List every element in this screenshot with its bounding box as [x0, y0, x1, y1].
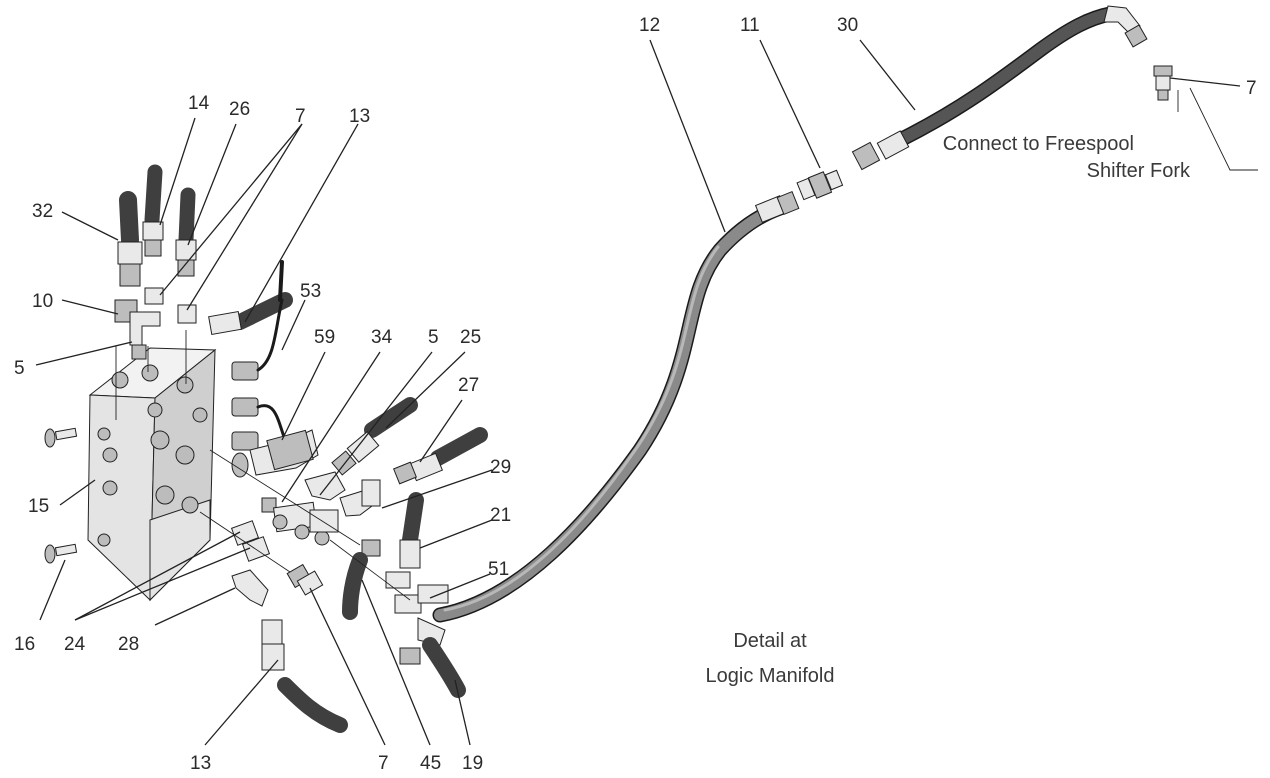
callout-5-right: 5: [428, 327, 439, 348]
fitting-7-lower: [286, 563, 324, 596]
callout-16: 16: [14, 634, 35, 655]
hose-12: [432, 200, 788, 623]
callout-25: 25: [460, 327, 481, 348]
callout-7-top: 7: [1246, 78, 1257, 99]
adapter-11: [796, 169, 844, 201]
hose-14: [142, 164, 164, 257]
hose-21: [399, 492, 424, 569]
hose-27: [393, 427, 488, 485]
elbow-5-right: [304, 471, 346, 501]
callout-45: 45: [420, 753, 441, 774]
fittings-51: [385, 571, 449, 665]
hose-30: [851, 5, 1148, 171]
notes: Connect to Freespool Shifter Fork Detail…: [706, 133, 1191, 687]
note-detail-line1: Detail at: [733, 630, 807, 652]
leader-lines: [35, 39, 1258, 746]
hose-32: [117, 191, 143, 287]
callout-13-lower: 13: [190, 753, 211, 774]
hose-13-lower: [261, 619, 348, 733]
cap-screw-bottom: [44, 543, 78, 564]
callout-7-lower: 7: [378, 753, 389, 774]
fittings-cluster-top: [114, 287, 197, 360]
tee-29: [339, 479, 381, 557]
callout-19: 19: [462, 753, 483, 774]
callout-7-upper: 7: [295, 106, 306, 127]
hose-26: [175, 187, 197, 277]
callout-5-left: 5: [14, 358, 25, 379]
callout-10: 10: [32, 291, 53, 312]
callout-32: 32: [32, 201, 53, 222]
callout-51: 51: [488, 559, 509, 580]
callout-28: 28: [118, 634, 139, 655]
note-connect-line2: Shifter Fork: [1087, 160, 1191, 182]
callout-26: 26: [229, 99, 250, 120]
logic-manifold: [87, 347, 217, 602]
callout-30: 30: [837, 15, 858, 36]
callout-53: 53: [300, 281, 321, 302]
fitting-7-top: [1153, 65, 1173, 101]
callout-27: 27: [458, 375, 479, 396]
callout-13-upper: 13: [349, 106, 370, 127]
hose-45: [342, 552, 368, 620]
elbow-28: [231, 569, 269, 607]
callout-21: 21: [490, 505, 511, 526]
callout-11: 11: [740, 15, 760, 36]
callout-29: 29: [490, 457, 511, 478]
fittings-24: [230, 520, 271, 562]
callout-12: 12: [639, 15, 660, 36]
note-connect-line1: Connect to Freespool: [943, 133, 1134, 155]
solenoid-59: [231, 429, 319, 478]
callout-14: 14: [188, 93, 210, 114]
tee-cluster: [261, 497, 339, 546]
hose-end-12: [754, 191, 800, 223]
cap-screw-top: [44, 427, 78, 448]
callout-34: 34: [371, 327, 393, 348]
callout-59: 59: [314, 327, 335, 348]
callout-15: 15: [28, 496, 49, 517]
note-detail-line2: Logic Manifold: [706, 665, 835, 687]
electrical-connectors: [231, 260, 312, 457]
callout-24: 24: [64, 634, 86, 655]
hose-13-upper: [208, 292, 293, 336]
callout-labels: 12 11 30 7 14 26 7 13 32 53 10 5 59 34 5…: [14, 15, 1257, 774]
hose-19: [422, 637, 466, 698]
